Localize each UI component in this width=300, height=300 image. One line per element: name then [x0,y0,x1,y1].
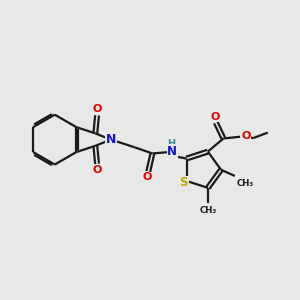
Text: O: O [241,131,250,141]
Text: CH₃: CH₃ [236,179,254,188]
Text: O: O [210,112,220,122]
Text: N: N [106,133,116,146]
Text: H: H [167,139,175,149]
Text: N: N [167,145,177,158]
Text: O: O [143,172,152,182]
Text: O: O [92,165,102,175]
Text: S: S [179,176,188,189]
Text: CH₃: CH₃ [199,206,217,215]
Text: O: O [92,104,102,115]
